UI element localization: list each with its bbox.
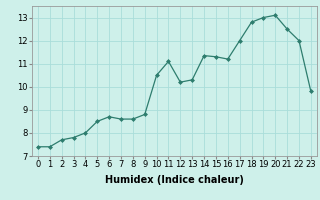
- X-axis label: Humidex (Indice chaleur): Humidex (Indice chaleur): [105, 175, 244, 185]
